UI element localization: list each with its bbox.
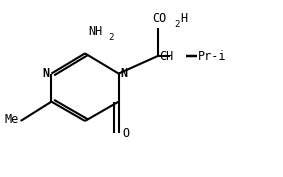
Text: Me: Me: [4, 113, 18, 126]
Text: CO: CO: [152, 12, 166, 25]
Text: O: O: [122, 127, 129, 140]
Text: 2: 2: [174, 20, 179, 29]
Text: NH: NH: [88, 25, 102, 38]
Text: H: H: [180, 12, 187, 25]
Text: 2: 2: [108, 33, 113, 42]
Text: Pr-i: Pr-i: [198, 50, 227, 62]
Text: N: N: [121, 67, 128, 80]
Text: N: N: [42, 67, 49, 80]
Text: CH: CH: [159, 50, 173, 62]
